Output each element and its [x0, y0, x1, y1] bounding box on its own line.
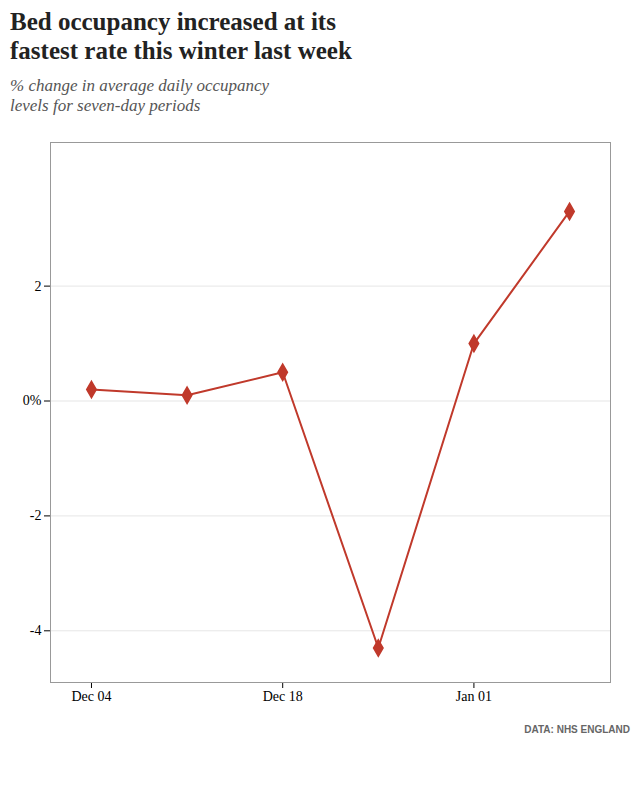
svg-text:Dec 04: Dec 04	[71, 690, 111, 705]
svg-text:-2: -2	[30, 509, 42, 524]
html-text:DATA: NHS ENGLAND: DATA: NHS ENGLAND	[524, 724, 630, 736]
svg-text:Dec 18: Dec 18	[263, 690, 303, 705]
html-text:Bed occupancy increased at its: Bed occupancy increased at its fastest r…	[10, 8, 352, 64]
svg-text:0%: 0%	[23, 394, 42, 409]
html-text:% change in average daily occu: % change in average daily occupancy leve…	[10, 75, 270, 115]
svg-text:2: 2	[35, 279, 42, 294]
svg-text:Jan 01: Jan 01	[456, 690, 492, 705]
svg-text:-4: -4	[30, 624, 42, 639]
